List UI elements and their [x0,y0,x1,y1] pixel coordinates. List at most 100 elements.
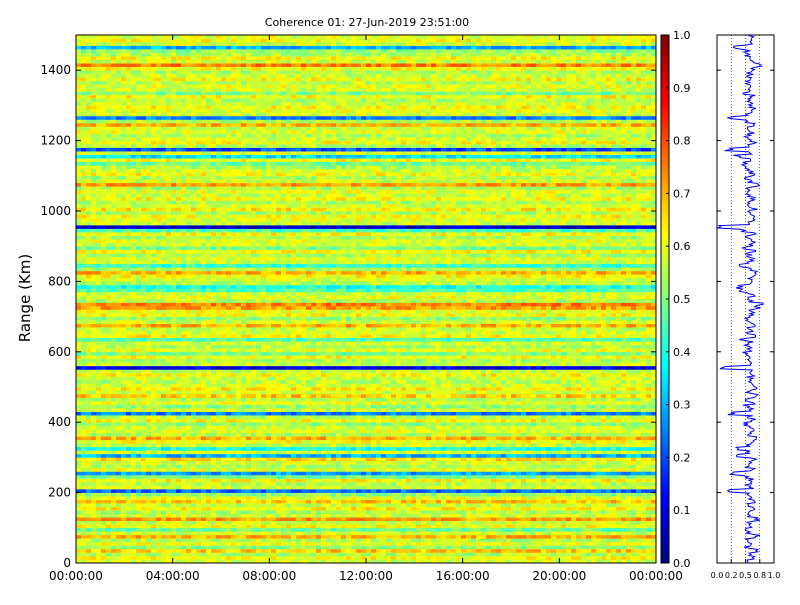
heatmap-cell [101,513,107,518]
heatmap-cell [91,548,97,553]
heatmap-cell [466,524,472,529]
heatmap-cell [481,510,487,515]
heatmap-cell [596,415,602,419]
heatmap-cell [336,538,342,543]
heatmap-cell [571,453,577,458]
heatmap-cell [591,411,597,416]
heatmap-cell [86,538,92,543]
heatmap-cell [431,467,437,472]
heatmap-cell [206,460,212,465]
heatmap-cell [601,506,607,511]
heatmap-cell [371,513,377,518]
heatmap-cell [156,464,162,469]
heatmap-cell [621,418,627,423]
heatmap-cell [386,425,392,430]
heatmap-cell [436,482,442,486]
heatmap-cell [326,464,332,469]
heatmap-cell [86,443,92,448]
heatmap-cell [586,415,592,419]
heatmap-cell [566,446,572,451]
heatmap-cell [261,411,267,416]
heatmap-cell [366,432,372,437]
heatmap-cell [341,432,347,437]
heatmap-cell [531,524,537,529]
heatmap-cell [646,496,652,500]
heatmap-cell [616,457,622,462]
heatmap-cell [81,436,87,441]
heatmap-cell [241,552,247,557]
heatmap-cell [446,503,452,507]
heatmap-cell [441,418,447,423]
heatmap-cell [466,489,472,493]
heatmap-cell [81,534,87,539]
heatmap-cell [316,467,322,472]
heatmap-cell [196,510,202,515]
heatmap-cell [556,415,562,419]
heatmap-cell [306,489,312,493]
heatmap-cell [291,471,297,476]
heatmap-cell [91,467,97,472]
heatmap-cell [376,524,382,529]
heatmap-cell [181,520,187,525]
heatmap-cell [196,503,202,507]
heatmap-cell [151,457,157,462]
heatmap-cell [541,446,547,451]
heatmap-cell [446,496,452,500]
heatmap-cell [231,527,237,532]
heatmap-cell [506,548,512,553]
heatmap-cell [91,453,97,458]
heatmap-cell [581,513,587,518]
heatmap-cell [266,460,272,465]
heatmap-cell [561,548,567,553]
heatmap-cell [241,457,247,462]
heatmap-cell [541,538,547,543]
heatmap-cell [106,443,112,448]
heatmap-cell [616,450,622,455]
heatmap-cell [596,464,602,469]
heatmap-cell [406,527,412,532]
heatmap-cell [606,439,612,444]
heatmap-cell [136,432,142,437]
heatmap-cell [311,492,317,497]
heatmap-cell [486,555,492,560]
heatmap-cell [231,548,237,553]
heatmap-cell [221,425,227,430]
heatmap-cell [581,524,587,529]
heatmap-cell [581,555,587,560]
heatmap-cell [176,443,182,448]
heatmap-cell [116,541,122,546]
heatmap-cell [206,541,212,546]
heatmap-cell [321,492,327,497]
heatmap-cell [511,478,517,483]
heatmap-cell [401,527,407,532]
heatmap-cell [621,429,627,434]
heatmap-cell [101,475,107,479]
heatmap-cell [216,559,222,564]
heatmap-cell [286,464,292,469]
heatmap-cell [486,552,492,557]
heatmap-cell [246,499,252,504]
heatmap-cell [431,425,437,430]
heatmap-cell [546,510,552,515]
heatmap-cell [171,467,177,472]
heatmap-cell [596,450,602,455]
heatmap-cell [246,555,252,560]
heatmap-cell [311,457,317,462]
heatmap-cell [306,524,312,529]
heatmap-cell [121,467,127,472]
heatmap-cell [181,478,187,483]
heatmap-cell [286,510,292,515]
heatmap-cell [281,559,287,564]
heatmap-cell [466,439,472,444]
heatmap-cell [326,541,332,546]
heatmap-cell [76,555,82,560]
heatmap-cell [201,506,207,511]
heatmap-cell [431,411,437,416]
heatmap-cell [501,429,507,434]
heatmap-cell [156,443,162,448]
heatmap-cell [431,418,437,423]
heatmap-cell [101,517,107,522]
heatmap-cell [281,432,287,437]
heatmap-cell [141,510,147,515]
heatmap-cell [296,489,302,493]
